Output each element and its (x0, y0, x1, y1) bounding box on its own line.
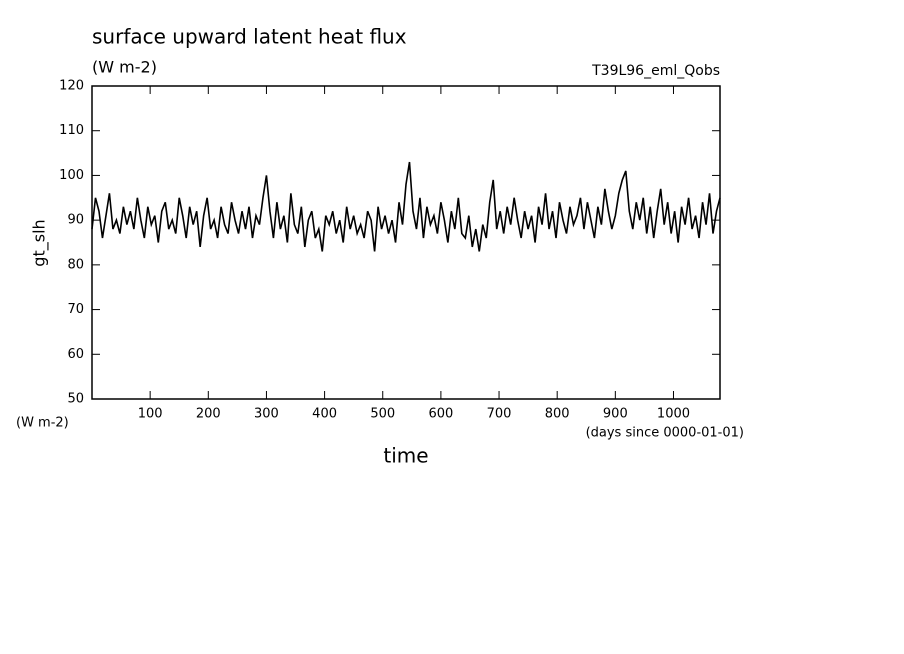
y-tick-label: 120 (59, 79, 84, 94)
x-tick-label: 600 (428, 407, 453, 422)
x-tick-label: 200 (196, 407, 221, 422)
x-tick-label: 800 (545, 407, 570, 422)
y-tick-label: 60 (67, 347, 84, 362)
chart-title: surface upward latent heat flux (92, 25, 407, 49)
y-tick-label: 80 (67, 257, 84, 272)
x-axis-label: time (383, 444, 428, 468)
y-tick-label: 90 (67, 213, 84, 228)
annotation: T39L96_eml_Qobs (591, 63, 720, 79)
x-tick-label: 300 (254, 407, 279, 422)
x-tick-label: 100 (138, 407, 163, 422)
y-axis-unit: (W m-2) (16, 416, 69, 431)
y-tick-label: 110 (59, 123, 84, 138)
y-tick-label: 50 (67, 392, 84, 407)
x-tick-label: 1000 (657, 407, 690, 422)
y-tick-label: 100 (59, 168, 84, 183)
x-tick-label: 700 (487, 407, 512, 422)
y-tick-label: 70 (67, 302, 84, 317)
x-tick-label: 400 (312, 407, 337, 422)
x-axis-unit: (days since 0000-01-01) (586, 426, 744, 441)
chart-subtitle: (W m-2) (92, 58, 157, 77)
x-tick-label: 900 (603, 407, 628, 422)
plot-frame (91, 85, 721, 400)
y-axis-label: gt_slh (30, 219, 50, 266)
x-tick-label: 500 (370, 407, 395, 422)
data-line (91, 161, 721, 252)
